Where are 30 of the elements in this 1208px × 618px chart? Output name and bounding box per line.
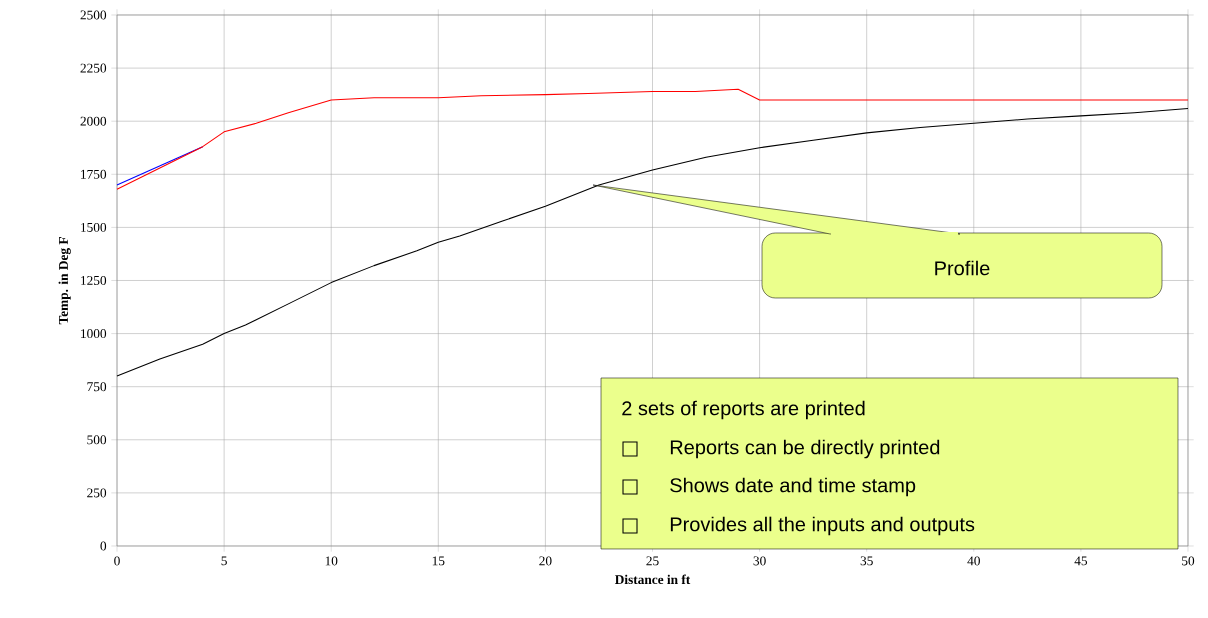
x-tick-label: 15 [432, 556, 445, 566]
y-tick-label: 500 [87, 435, 107, 445]
y-axis-title: Temp. in Deg F [58, 237, 71, 325]
x-tick-label: 45 [1074, 556, 1088, 566]
x-tick-label: 5 [221, 556, 227, 566]
y-tick-label: 1750 [81, 169, 107, 179]
x-tick-label: 0 [114, 556, 120, 566]
y-tick-label: 250 [87, 488, 107, 498]
y-tick-label: 0 [100, 541, 107, 551]
y-tick-label: 750 [87, 382, 107, 392]
x-tick-label: 30 [753, 556, 766, 566]
x-axis-title: Distance in ft [614, 574, 691, 585]
x-tick-label: 25 [646, 556, 659, 566]
line-series [116, 107, 1189, 377]
x-tick-label: 35 [860, 556, 873, 566]
y-tick-label: 2500 [80, 10, 107, 20]
annotation: Reports can be directly printed [670, 439, 940, 459]
y-tick-label: 1000 [81, 329, 107, 339]
x-tick-label: 40 [967, 556, 980, 566]
x-tick-label: 10 [325, 556, 338, 566]
x-tick-label: 20 [539, 556, 552, 566]
annotation: Shows date and time stamp [670, 477, 916, 497]
y-tick-label: 1250 [81, 276, 107, 285]
y-tick-label: 2250 [80, 63, 107, 73]
y-tick-label: 1500 [81, 222, 107, 232]
annotation: Profile [935, 260, 990, 276]
x-tick-label: 50 [1182, 556, 1195, 566]
y-tick-label: 2000 [80, 116, 107, 126]
annotation: 2 sets of reports are printed [622, 400, 865, 420]
annotation: Provides all the inputs and outputs [670, 516, 975, 536]
